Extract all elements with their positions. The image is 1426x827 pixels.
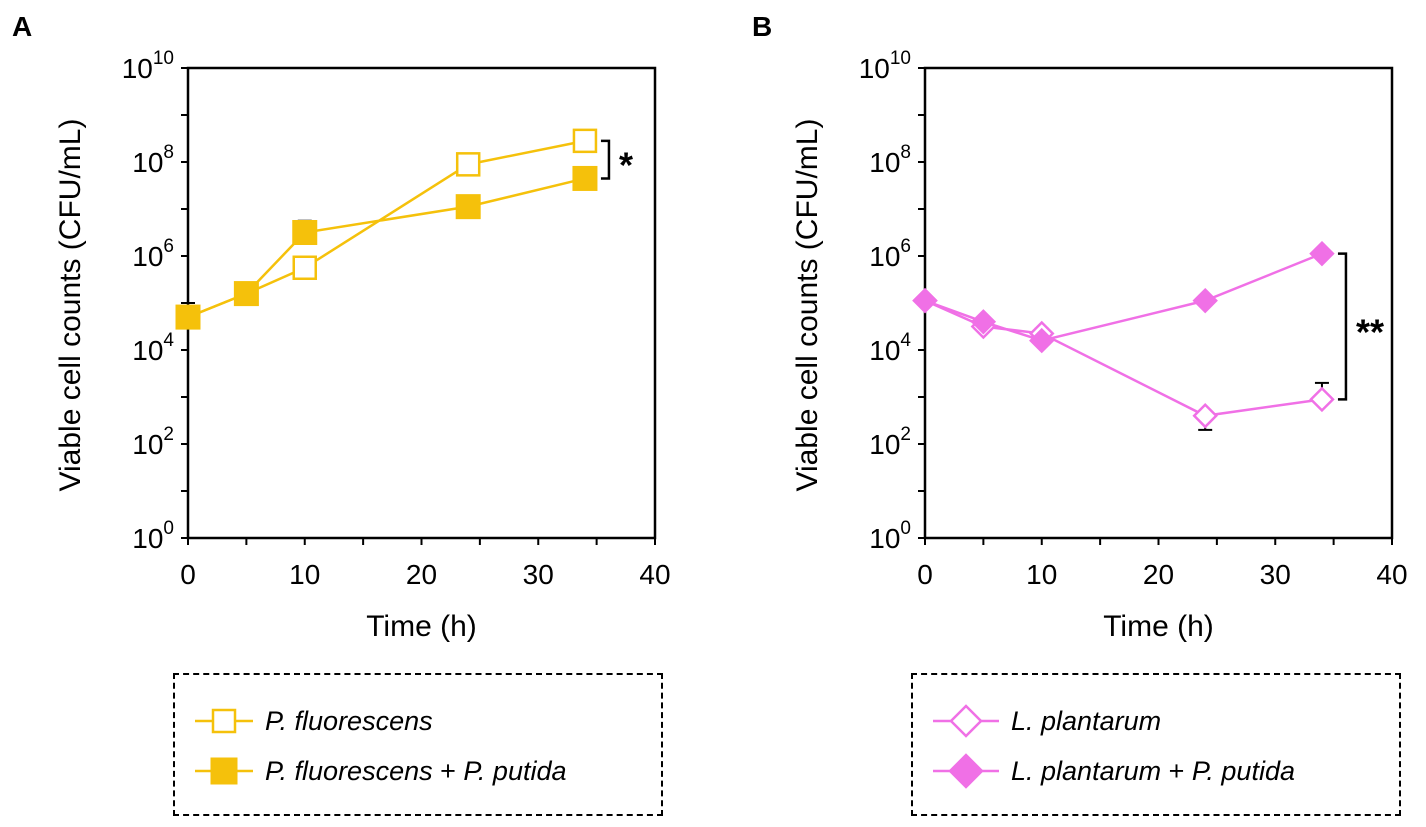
data-point bbox=[572, 165, 598, 191]
data-point bbox=[292, 220, 318, 245]
y-tick-label: 104 bbox=[132, 330, 174, 366]
data-point bbox=[1192, 287, 1218, 314]
panel-a: A 0 10 20 30 40 100 102 104 106 108 1010 Time (h) Via… bbox=[12, 11, 671, 643]
plot-frame bbox=[923, 66, 1394, 540]
data-point bbox=[292, 255, 317, 280]
y-axis-label: Viable cell counts (CFU/mL) bbox=[54, 119, 87, 492]
data-point bbox=[175, 304, 201, 330]
data-point bbox=[912, 287, 938, 314]
data-point bbox=[1192, 403, 1218, 429]
legend-entry: P. fluorescens bbox=[195, 701, 433, 741]
legend-entry: P. fluorescens + P. putida bbox=[195, 751, 567, 791]
legend-label: L. plantarum + P. putida bbox=[1011, 755, 1295, 786]
legend-label: P. fluorescens + P. putida bbox=[265, 755, 567, 786]
panel-label: B bbox=[752, 11, 772, 42]
x-tick-label: 40 bbox=[1376, 559, 1407, 590]
y-tick-label: 1010 bbox=[859, 48, 911, 84]
legend-entry: L. plantarum bbox=[933, 701, 1161, 741]
legend-label: L. plantarum bbox=[1011, 705, 1162, 736]
y-tick-label: 100 bbox=[132, 518, 174, 554]
x-tick-label: 20 bbox=[1143, 559, 1174, 590]
y-tick-label: 102 bbox=[869, 424, 911, 460]
data-point bbox=[970, 309, 997, 335]
data-point bbox=[1309, 240, 1335, 267]
data-point bbox=[572, 128, 598, 154]
y-tick-label: 108 bbox=[132, 142, 174, 178]
panel-label: A bbox=[12, 11, 32, 42]
x-tick-label: 0 bbox=[180, 559, 196, 590]
legend-label: P. fluorescens bbox=[265, 705, 433, 736]
significance-label: * bbox=[619, 145, 633, 186]
y-axis-label: Viable cell counts (CFU/mL) bbox=[791, 119, 824, 492]
data-point bbox=[455, 194, 481, 220]
diamond-filled-marker-icon bbox=[933, 753, 999, 789]
diamond-open-marker-icon bbox=[933, 704, 999, 738]
significance-bracket bbox=[600, 139, 611, 180]
y-tick-label: 106 bbox=[869, 236, 911, 272]
significance-bracket bbox=[1337, 252, 1348, 401]
x-axis-label: Time (h) bbox=[366, 610, 477, 643]
x-tick-label: 40 bbox=[639, 559, 670, 590]
y-tick-label: 104 bbox=[869, 330, 911, 366]
y-tick-label: 1010 bbox=[122, 48, 174, 84]
data-point bbox=[1309, 386, 1335, 413]
x-tick-label: 30 bbox=[1260, 559, 1291, 590]
square-open-marker-icon bbox=[195, 708, 253, 734]
square-filled-marker-icon bbox=[195, 757, 253, 785]
panel-b: B 0 10 20 30 40 100 102 104 106 108 1010 Time (h) Via… bbox=[752, 11, 1408, 643]
data-point bbox=[233, 281, 259, 307]
x-tick-label: 0 bbox=[917, 559, 933, 590]
legend-entry: L. plantarum + P. putida bbox=[933, 751, 1295, 791]
legend-b: L. plantarum L. plantarum + P. putida bbox=[911, 673, 1401, 816]
y-tick-label: 102 bbox=[132, 424, 174, 460]
x-tick-label: 30 bbox=[523, 559, 554, 590]
x-axis-label: Time (h) bbox=[1103, 610, 1214, 643]
data-point bbox=[455, 152, 481, 177]
legend-a: P. fluorescens P. fluorescens + P. putid… bbox=[173, 673, 663, 816]
x-tick-label: 10 bbox=[1026, 559, 1057, 590]
y-tick-label: 106 bbox=[132, 236, 174, 272]
x-tick-label: 20 bbox=[406, 559, 437, 590]
x-tick-label: 10 bbox=[289, 559, 320, 590]
significance-label: ** bbox=[1356, 312, 1384, 353]
data-point bbox=[1029, 327, 1055, 354]
y-tick-label: 100 bbox=[869, 518, 911, 554]
y-tick-label: 108 bbox=[869, 142, 911, 178]
